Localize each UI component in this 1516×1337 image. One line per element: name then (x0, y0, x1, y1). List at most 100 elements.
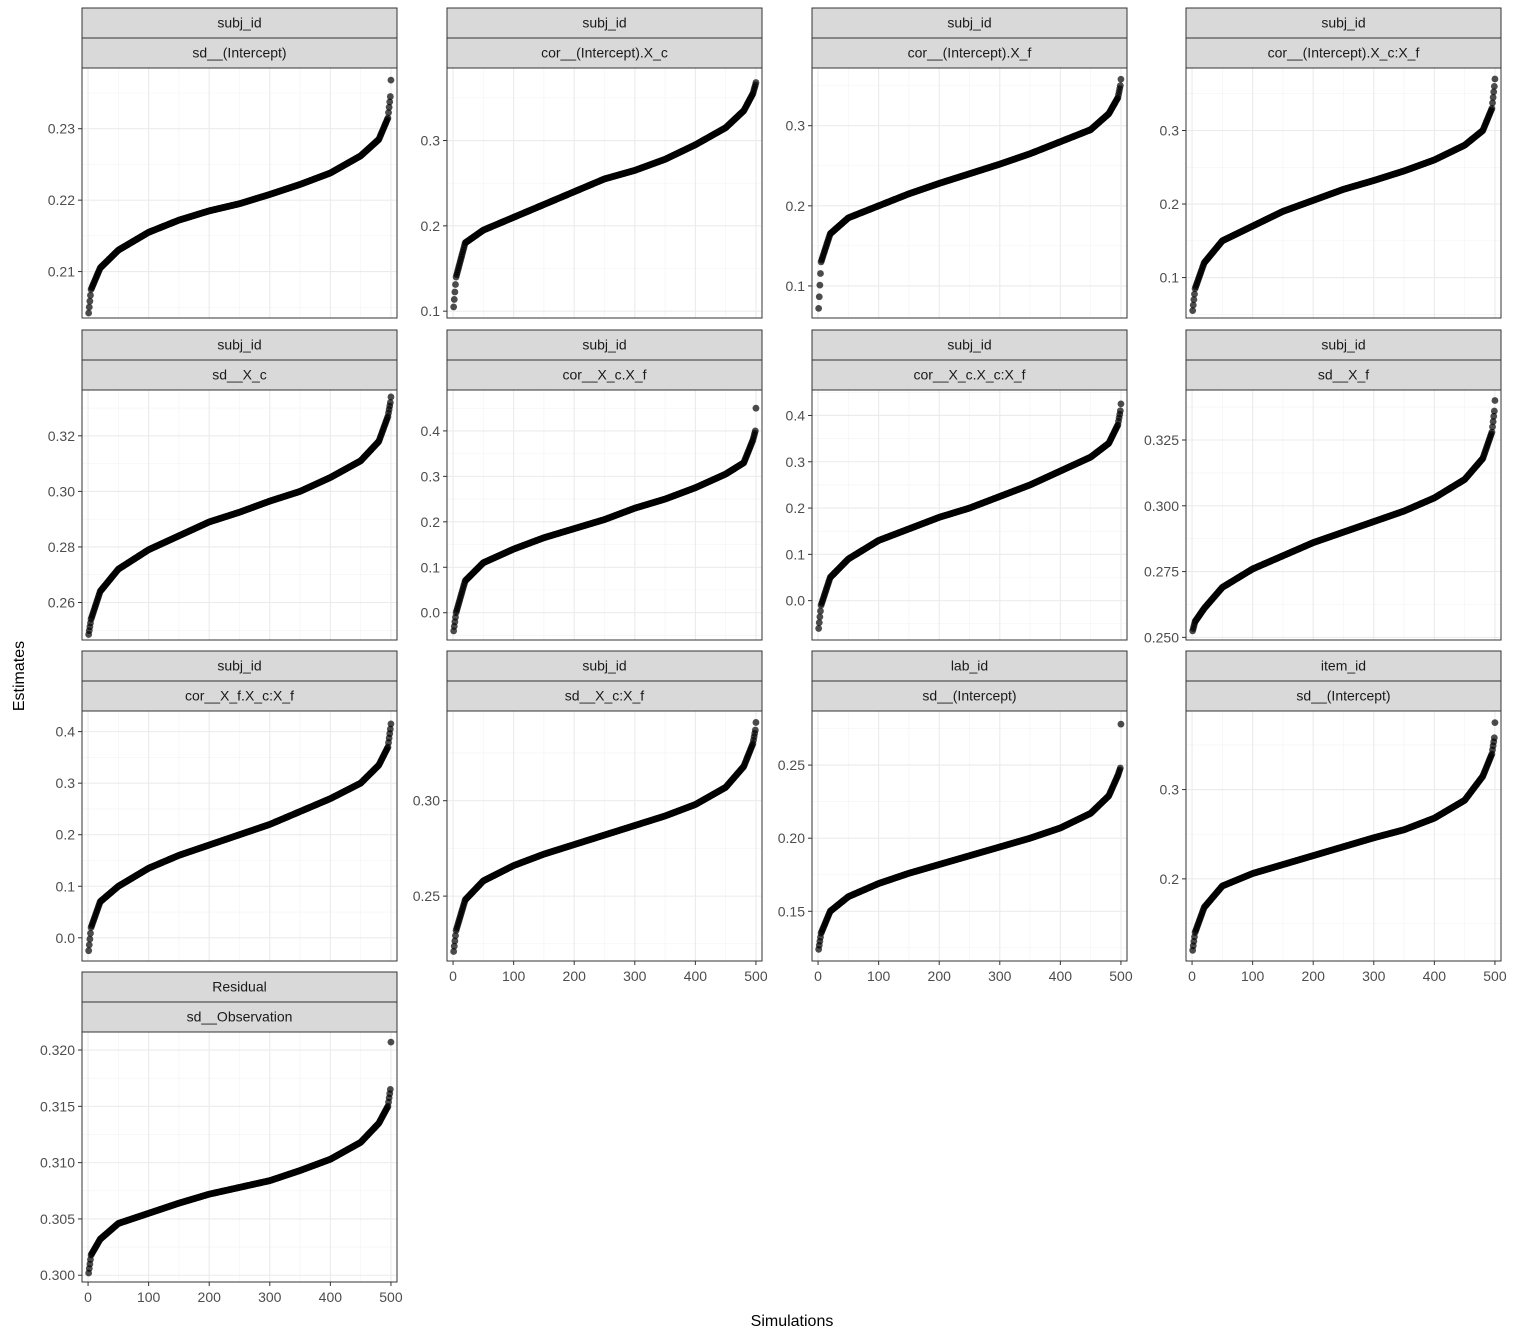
y-tick-label: 0.2 (786, 198, 806, 214)
strip-term-label: sd__(Intercept) (192, 45, 286, 61)
data-point (1491, 408, 1498, 415)
y-tick-label: 0.1 (421, 303, 441, 319)
data-point (388, 720, 395, 727)
data-point (1492, 397, 1499, 404)
y-tick-label: 0.2 (421, 218, 441, 234)
y-tick-label: 0.4 (56, 724, 76, 740)
data-point (815, 625, 822, 632)
strip-group-label: subj_id (217, 658, 261, 674)
data-point (86, 936, 93, 943)
y-tick-label: 0.1 (786, 546, 806, 562)
data-point (452, 281, 459, 288)
strip-term-label: cor__(Intercept).X_f (908, 45, 1032, 61)
y-tick-label: 0.26 (48, 595, 75, 611)
strip-term-label: cor__X_c.X_f (562, 367, 646, 383)
data-point (816, 613, 823, 620)
y-tick-label: 0.3 (421, 133, 441, 149)
y-tick-label: 0.28 (48, 539, 75, 555)
y-tick-label: 0.1 (421, 559, 441, 575)
data-point (816, 619, 823, 626)
data-point (817, 270, 824, 277)
data-point (387, 93, 394, 100)
data-point (1492, 76, 1499, 83)
data-point (87, 292, 94, 299)
strip-group-label: subj_id (947, 337, 991, 353)
y-tick-label: 0.4 (786, 407, 806, 423)
data-point (85, 947, 92, 954)
y-tick-label: 0.275 (1144, 564, 1179, 580)
strip-group-label: subj_id (582, 337, 626, 353)
strip-group-label: subj_id (1321, 337, 1365, 353)
y-tick-label: 0.0 (421, 605, 441, 621)
data-point (86, 304, 93, 311)
y-tick-label: 0.21 (48, 264, 75, 280)
data-point (816, 293, 823, 300)
facet-panel: subj_id cor__X_c.X_f 0.0 0.1 0.2 0.3 0.4 (421, 330, 762, 640)
strip-term-label: cor__X_c.X_c:X_f (913, 367, 1025, 383)
y-tick-label: 0.0 (56, 930, 76, 946)
data-point (87, 930, 94, 937)
y-tick-label: 0.1 (1160, 270, 1180, 286)
data-point (451, 289, 458, 296)
y-tick-label: 0.23 (48, 121, 75, 137)
data-point (86, 298, 93, 305)
data-point (1118, 76, 1125, 83)
y-tick-label: 0.2 (421, 514, 441, 530)
data-point (451, 296, 458, 303)
data-point (753, 405, 760, 412)
data-point (1117, 407, 1124, 414)
strip-group-label: subj_id (217, 337, 261, 353)
facet-panel: subj_id cor__X_c.X_c:X_f 0.0 0.1 0.2 0.3 0.4 (786, 330, 1127, 640)
y-tick-label: 0.325 (1144, 432, 1179, 448)
y-tick-label: 0.2 (56, 827, 76, 843)
y-tick-label: 0.3 (1160, 123, 1180, 139)
strip-term-label: cor__(Intercept).X_c:X_f (1268, 45, 1420, 61)
data-point (86, 941, 93, 948)
y-tick-label: 0.3 (786, 454, 806, 470)
data-point (817, 608, 824, 615)
data-point (1118, 400, 1125, 407)
strip-term-label: sd__X_c:X_f (565, 688, 644, 704)
y-tick-label: 0.2 (786, 500, 806, 516)
strip-group-label: subj_id (217, 15, 261, 31)
strip-term-label: sd__X_c (212, 367, 266, 383)
strip-term-label: cor__X_f.X_c:X_f (185, 688, 294, 704)
data-point (388, 77, 395, 84)
y-tick-label: 0.3 (421, 468, 441, 484)
y-tick-label: 0.30 (48, 483, 75, 499)
data-point (752, 428, 759, 435)
y-tick-label: 0.32 (48, 428, 75, 444)
strip-group-label: subj_id (947, 15, 991, 31)
strip-term-label: sd__X_f (1318, 367, 1369, 383)
data-point (753, 79, 760, 86)
y-tick-label: 0.1 (56, 878, 76, 894)
strip-group-label: subj_id (1321, 15, 1365, 31)
facet-panel: subj_id sd__X_c 0.26 0.28 0.30 0.32 (48, 330, 397, 640)
data-point (450, 304, 457, 311)
y-tick-label: 0.3 (56, 775, 76, 791)
data-point (815, 305, 822, 312)
y-tick-label: 0.1 (786, 278, 806, 294)
y-tick-label: 0.4 (421, 423, 441, 439)
facet-panel: subj_id cor__X_f.X_c:X_f 0.0 0.1 0.2 0.3 0.4 (56, 651, 397, 961)
data-point (1491, 83, 1498, 90)
y-tick-label: 0.0 (786, 593, 806, 609)
data-point (388, 394, 395, 401)
facet-panel: subj_id cor__(Intercept).X_c 0.1 0.2 0.3 (421, 8, 762, 319)
y-tick-label: 0.22 (48, 192, 75, 208)
data-point (816, 282, 823, 289)
strip-term-label: cor__(Intercept).X_c (541, 45, 668, 61)
y-tick-label: 0.250 (1144, 629, 1179, 645)
facet-panel: subj_id sd__(Intercept) 0.21 0.22 0.23 (48, 8, 397, 318)
y-tick-label: 0.2 (1160, 196, 1180, 212)
strip-group-label: subj_id (582, 15, 626, 31)
strip-group-label: subj_id (582, 658, 626, 674)
data-point (1117, 82, 1124, 89)
facet-panel: subj_id cor__(Intercept).X_c:X_f 0.1 0.2 0.3 (1160, 8, 1501, 318)
data-point (85, 310, 92, 317)
